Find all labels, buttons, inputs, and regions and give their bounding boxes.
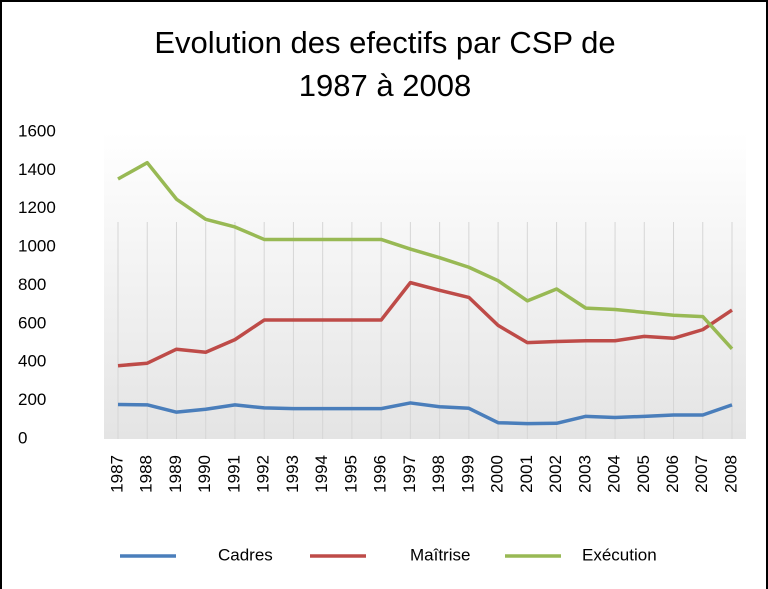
x-tick-label: 1992 [254, 455, 273, 493]
x-tick-label: 2007 [692, 455, 711, 493]
x-tick-label: 1999 [458, 455, 477, 493]
chart-title: Evolution des efectifs par CSP de [154, 25, 615, 60]
x-tick-label: 1995 [341, 455, 360, 493]
x-tick-label: 1993 [283, 455, 302, 493]
series-line [117, 401, 733, 426]
legend-label: Cadres [218, 545, 273, 564]
x-tick-label: 2005 [634, 455, 653, 493]
x-tick-label: 1994 [312, 455, 331, 493]
x-tick-label: 1989 [166, 455, 185, 493]
x-tick-label: 1990 [195, 455, 214, 493]
x-tick-label: 1998 [429, 455, 448, 493]
y-tick-label: 0 [18, 428, 27, 447]
x-tick-label: 2001 [517, 455, 536, 493]
chart-title: 1987 à 2008 [299, 68, 471, 103]
x-tick-label: 2003 [575, 455, 594, 493]
x-tick-label: 1991 [224, 455, 243, 493]
legend-label: Maîtrise [410, 545, 470, 564]
x-tick-label: 2006 [663, 455, 682, 493]
x-tick-label: 2008 [721, 455, 740, 493]
series-line [117, 280, 733, 368]
legend-label: Exécution [582, 545, 657, 564]
x-tick-label: 1987 [107, 455, 126, 493]
x-tick-label: 2002 [546, 455, 565, 493]
y-tick-label: 1400 [18, 160, 56, 179]
x-tick-label: 1996 [371, 455, 390, 493]
y-tick-label: 1600 [18, 121, 56, 140]
y-tick-label: 800 [18, 275, 46, 294]
x-tick-label: 2000 [488, 455, 507, 493]
x-tick-label: 1988 [137, 455, 156, 493]
y-tick-label: 200 [18, 390, 46, 409]
y-tick-label: 1200 [18, 198, 56, 217]
series-line [117, 160, 734, 350]
x-tick-label: 1997 [400, 455, 419, 493]
y-tick-label: 600 [18, 313, 46, 332]
y-tick-label: 400 [18, 352, 46, 371]
y-tick-label: 1000 [18, 237, 56, 256]
x-tick-label: 2004 [605, 455, 624, 493]
